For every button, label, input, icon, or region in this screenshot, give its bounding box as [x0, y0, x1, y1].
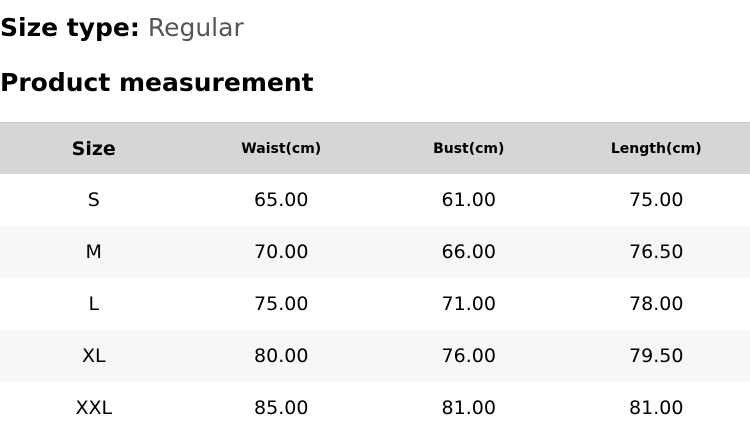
- table-row: M 70.00 66.00 76.50: [0, 226, 750, 278]
- header-bust: Bust(cm): [375, 122, 563, 174]
- measurement-table: Size Waist(cm) Bust(cm) Length(cm) S 65.0…: [0, 122, 750, 434]
- table-cell: 75.00: [254, 293, 309, 315]
- table-cell: 76.00: [375, 330, 563, 382]
- table-cell: 78.00: [629, 293, 684, 315]
- table-cell: XL: [0, 330, 188, 382]
- table-cell: 76.50: [562, 226, 750, 278]
- header-length: Length(cm): [562, 122, 750, 174]
- table-cell: 70.00: [187, 226, 375, 278]
- table-cell: 65.00: [254, 189, 309, 211]
- table-row: L 75.00 71.00 78.00: [0, 278, 750, 330]
- header-size: Size: [0, 122, 188, 174]
- table-cell: L: [88, 293, 100, 315]
- table-cell: M: [0, 226, 188, 278]
- table-cell: S: [87, 189, 100, 211]
- table-row: XL 80.00 76.00 79.50: [0, 330, 750, 382]
- table-cell: 66.00: [375, 226, 563, 278]
- size-type-value: Regular: [147, 13, 244, 42]
- table-header: Size Waist(cm) Bust(cm) Length(cm): [0, 122, 750, 174]
- table-cell: 61.00: [441, 189, 496, 211]
- table-cell: 75.00: [629, 189, 684, 211]
- size-type-label: Size type:: [0, 13, 140, 42]
- section-title: Product measurement: [0, 68, 314, 97]
- table-row: S 65.00 61.00 75.00: [0, 174, 750, 226]
- size-type: Size type: Regular: [0, 12, 244, 44]
- table-cell: 80.00: [187, 330, 375, 382]
- table-cell: XXL: [75, 397, 113, 419]
- table-cell: 85.00: [254, 397, 309, 419]
- table-cell: 81.00: [629, 397, 684, 419]
- header-waist: Waist(cm): [187, 122, 375, 174]
- table-cell: 79.50: [562, 330, 750, 382]
- table-row: XXL 85.00 81.00 81.00: [0, 382, 750, 434]
- table-cell: 81.00: [441, 397, 496, 419]
- table-cell: 71.00: [441, 293, 496, 315]
